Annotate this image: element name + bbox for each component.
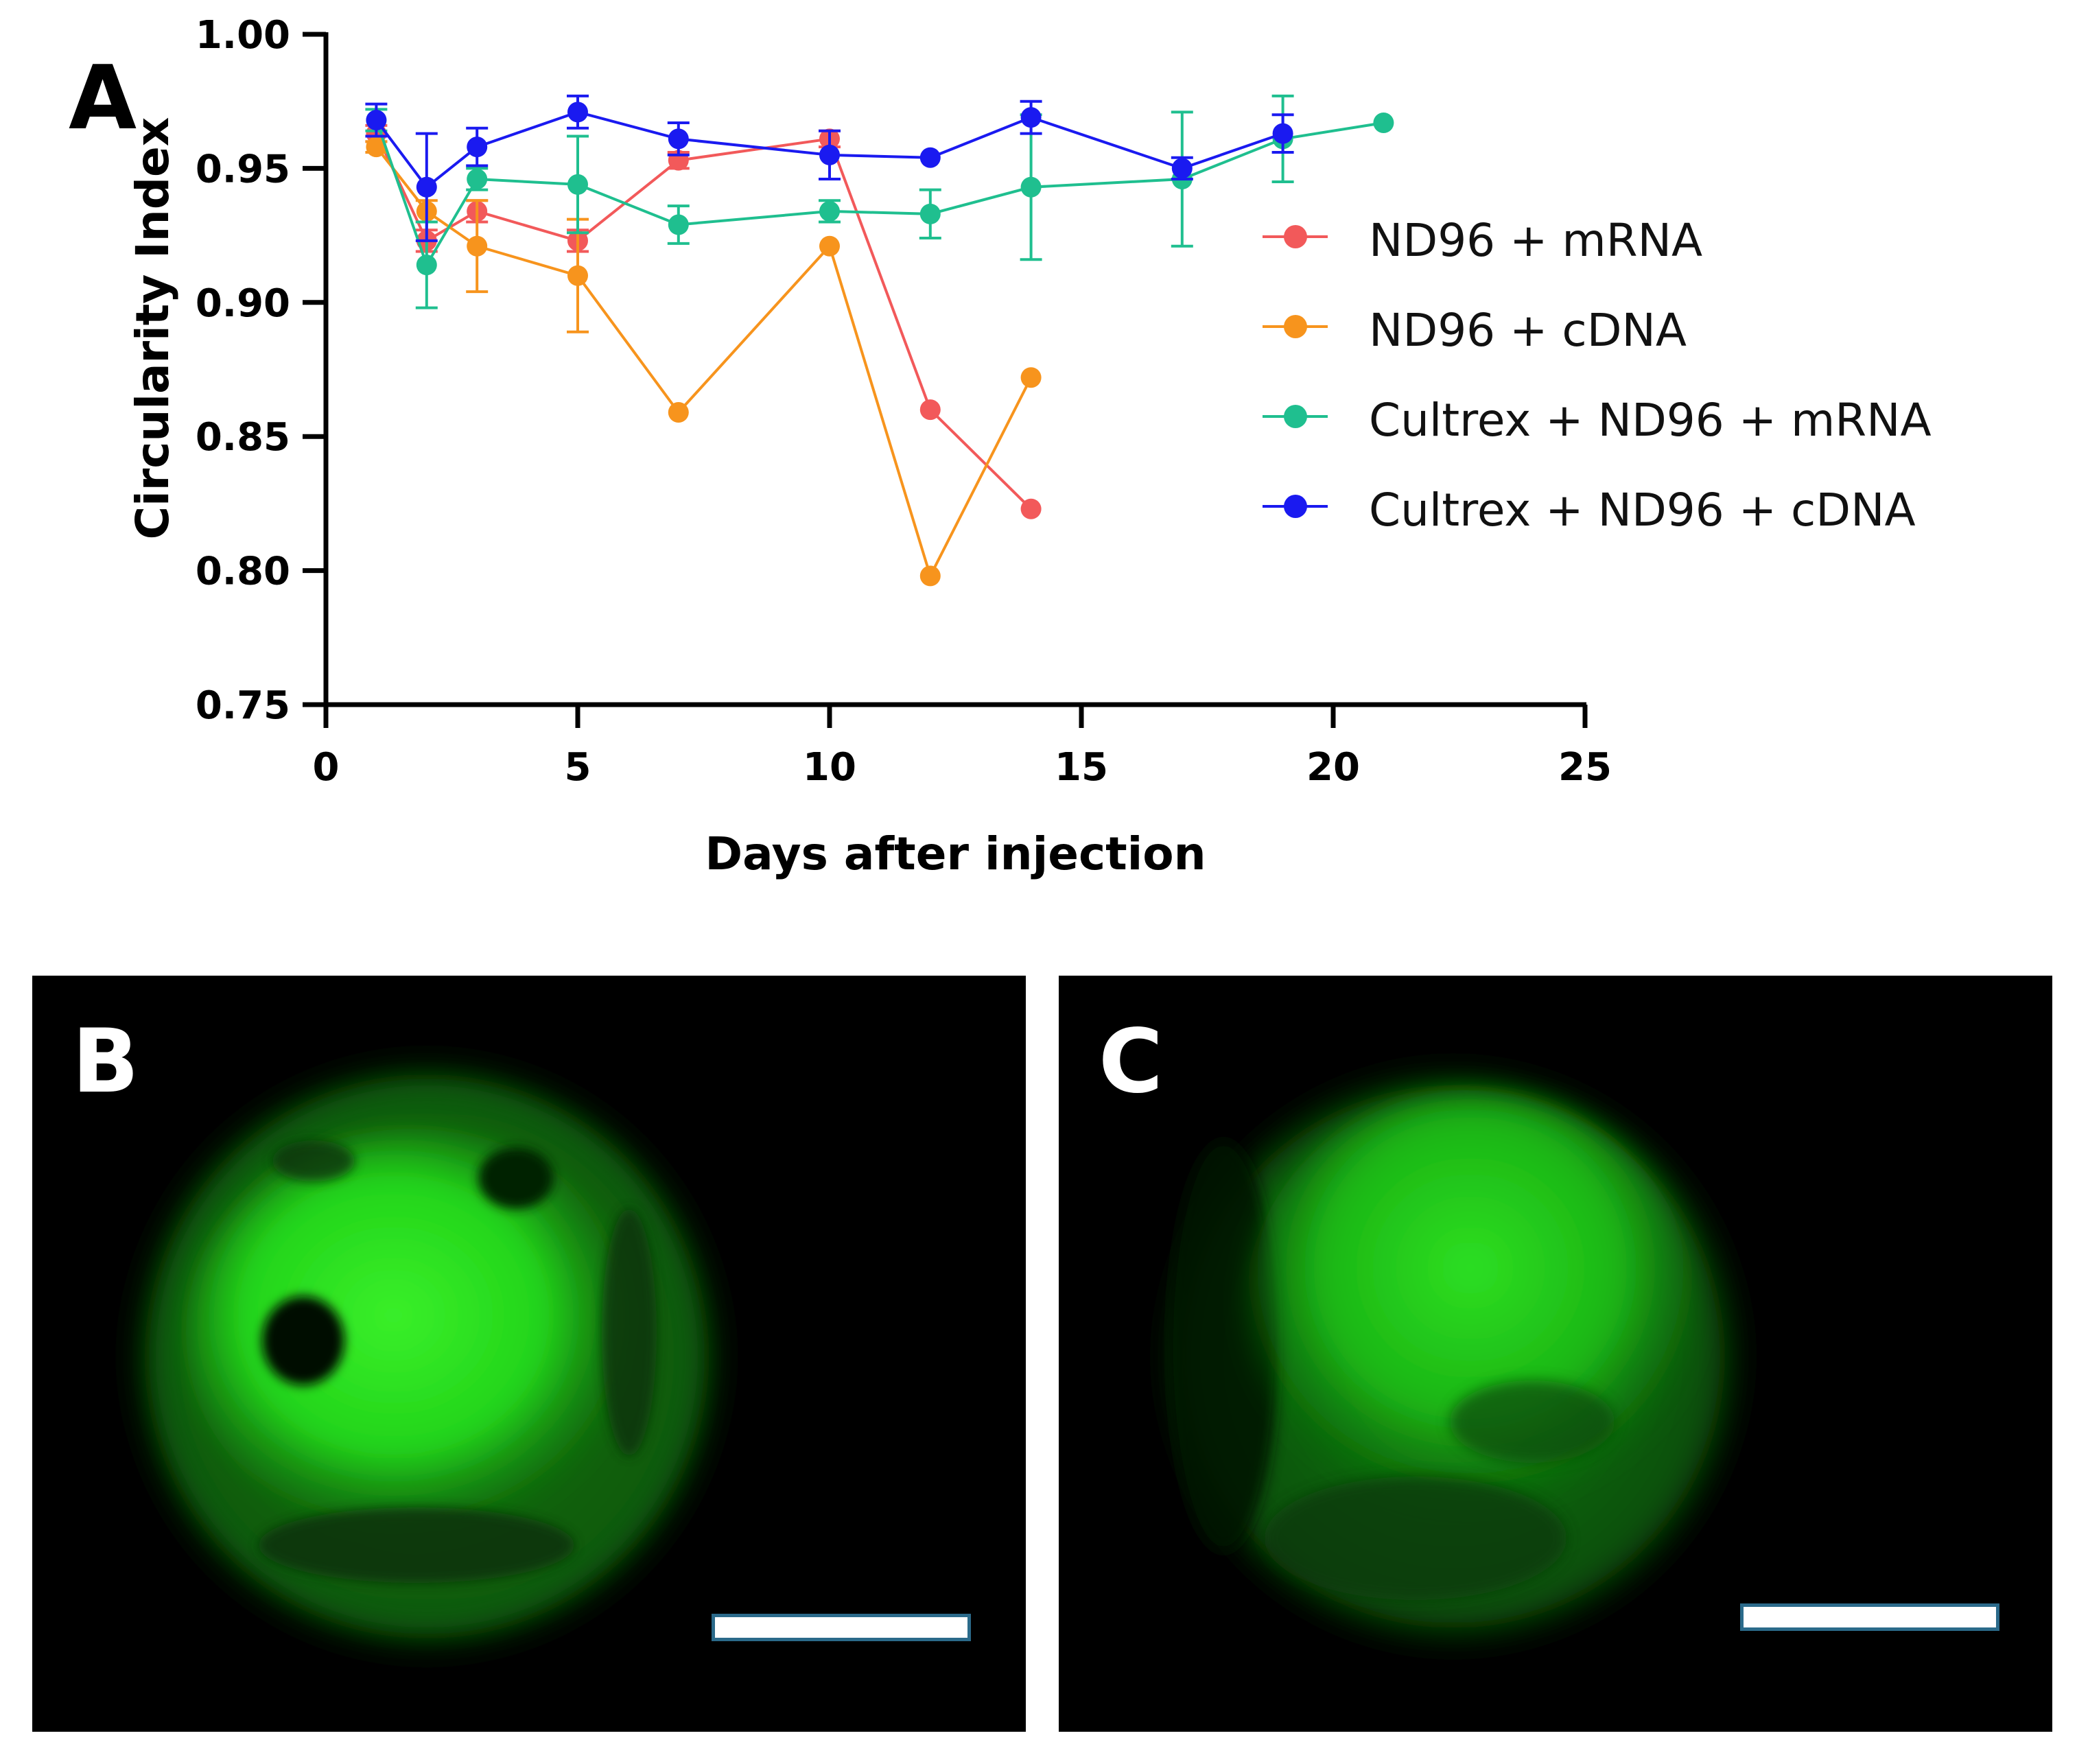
data-point [1020, 176, 1042, 198]
micrograph-c: C [1059, 976, 2052, 1732]
series-line-3 [375, 110, 1284, 189]
y-tick-label: 0.80 [196, 550, 290, 594]
x-tick-label: 0 [313, 745, 340, 790]
data-point [819, 144, 840, 165]
panel-label-b: B [72, 1011, 139, 1113]
data-point [919, 147, 941, 168]
oocyte-image-c [1148, 1051, 1759, 1662]
scale-bar-b [712, 1614, 971, 1641]
y-axis-label: Circularity Index [126, 117, 179, 540]
legend-marker-cultrex-cdna [1284, 495, 1307, 518]
data-point [1020, 498, 1042, 519]
legend-label-nd96-cdna: ND96 + cDNA [1369, 304, 1687, 357]
x-tick-label: 15 [1055, 745, 1108, 790]
data-point [416, 255, 437, 276]
oocyte-core-b [187, 1130, 646, 1542]
x-tick-label: 25 [1558, 745, 1612, 790]
oocyte-image-b [115, 1044, 739, 1669]
legend-marker-nd96-cdna [1284, 315, 1307, 338]
panel-label-a: A [69, 47, 137, 150]
panel-label-c: C [1099, 1011, 1163, 1113]
data-point [366, 137, 387, 158]
x-tick-label: 20 [1306, 745, 1360, 790]
data-point [919, 399, 941, 421]
data-point [467, 235, 488, 257]
y-tick-label: 1.00 [196, 13, 290, 58]
data-point [668, 402, 689, 423]
x-tick-label: 10 [803, 745, 856, 790]
data-point [819, 235, 840, 257]
data-point [366, 110, 387, 131]
scale-bar-c [1740, 1603, 1999, 1631]
data-point [1020, 367, 1042, 388]
data-point [819, 200, 840, 222]
y-tick-label: 0.85 [196, 415, 290, 460]
data-point [567, 174, 588, 195]
data-point [919, 565, 941, 587]
y-tick-label: 0.90 [196, 281, 290, 326]
x-tick-label: 5 [565, 745, 591, 790]
data-point [668, 214, 689, 235]
series-line-2 [375, 119, 1384, 268]
data-point [1020, 107, 1042, 128]
data-point [919, 203, 941, 224]
data-point [1171, 158, 1193, 179]
legend-label-cultrex-mrna: Cultrex + ND96 + mRNA [1369, 394, 1932, 447]
data-point [1272, 123, 1293, 144]
data-point [467, 137, 488, 158]
legend-label-cultrex-cdna: Cultrex + ND96 + cDNA [1369, 484, 1916, 537]
chart-a: 0 5 10 15 20 25 0.75 0.80 0.85 0.90 0.95 1.00 Days a… [126, 13, 1612, 880]
x-axis-label: Days after injection [705, 827, 1206, 880]
data-point [467, 169, 488, 190]
legend-label-nd96-mrna: ND96 + mRNA [1369, 214, 1703, 267]
data-point [1373, 112, 1394, 133]
legend-marker-cultrex-mrna [1284, 405, 1307, 428]
oocyte-core-c [1244, 1092, 1697, 1531]
micrograph-b: B [32, 976, 1026, 1732]
y-tick-label: 0.95 [196, 147, 290, 191]
y-tick-label: 0.75 [196, 683, 290, 728]
legend-marker-nd96-mrna [1284, 225, 1307, 248]
data-point [567, 265, 588, 286]
data-point [668, 128, 689, 150]
data-point [416, 176, 437, 198]
data-point [567, 102, 588, 123]
